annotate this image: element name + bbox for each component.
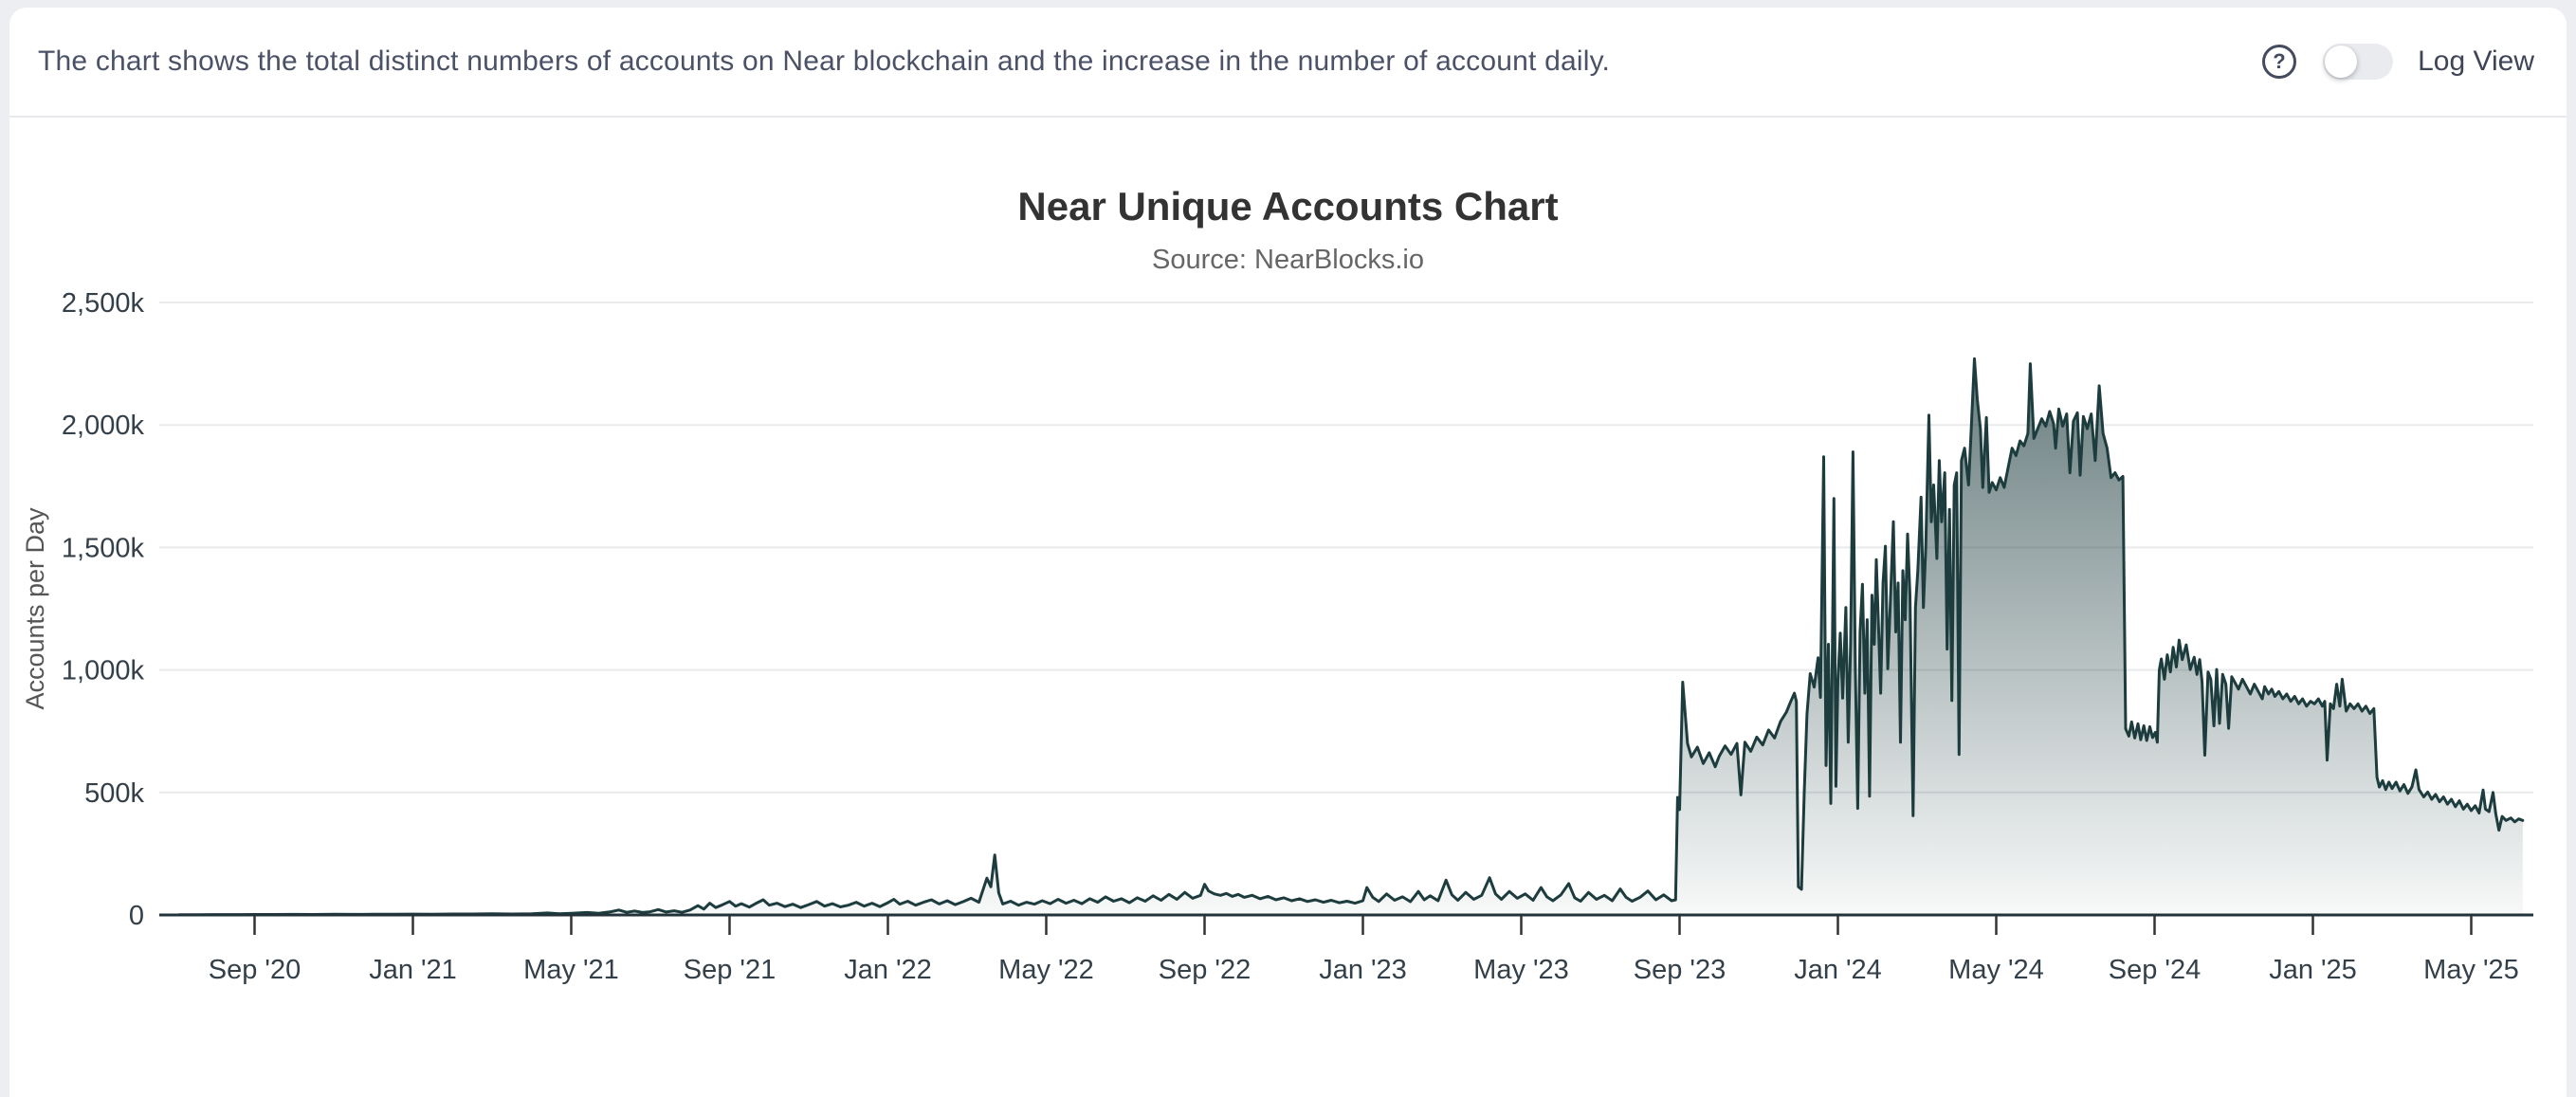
chart-plot-area[interactable]: 0 500k 1,000k 1,500k 2,000k 2,500k Sep '20 Jan …	[9, 118, 2567, 1097]
header-bar: The chart shows the total distinct numbe…	[9, 8, 2567, 118]
x-axis-tick-label: May '23	[1473, 955, 1569, 985]
y-axis-title: Accounts per Day	[21, 507, 49, 710]
y-axis-tick-label: 2,500k	[62, 288, 145, 319]
chart-card: 0 500k 1,000k 1,500k 2,000k 2,500k Sep '20 Jan …	[9, 118, 2567, 1097]
log-view-label: Log View	[2418, 46, 2534, 77]
axis-layer: 0 500k 1,000k 1,500k 2,000k 2,500k Sep '20 Jan …	[62, 288, 2533, 985]
toggle-knob	[2325, 46, 2358, 78]
chart-subtitle: Source: NearBlocks.io	[1152, 245, 1424, 275]
x-axis-tick-label: Jan '22	[844, 955, 932, 985]
x-axis-tick-label: Sep '22	[1159, 955, 1251, 985]
x-axis-tick-label: Jan '21	[369, 955, 457, 985]
x-axis-tick-label: May '21	[523, 955, 619, 985]
x-axis-tick-label: Sep '24	[2109, 955, 2201, 985]
x-axis-tick-label: May '25	[2423, 955, 2519, 985]
help-icon[interactable]: ?	[2260, 43, 2298, 81]
y-axis-tick-label: 0	[129, 901, 144, 931]
svg-text:?: ?	[2273, 49, 2285, 73]
x-axis-tick-label: Jan '24	[1794, 955, 1882, 985]
y-axis-tick-label: 1,500k	[62, 533, 145, 563]
header-controls: ? Log View	[2260, 43, 2534, 81]
chart-title: Near Unique Accounts Chart	[1017, 184, 1559, 229]
y-axis-tick-label: 500k	[84, 778, 144, 809]
x-axis-tick-label: May '24	[1948, 955, 2044, 985]
x-axis-tick-label: May '22	[998, 955, 1094, 985]
x-axis-tick-label: Sep '23	[1634, 955, 1726, 985]
log-view-toggle[interactable]	[2323, 44, 2394, 80]
y-axis-tick-label: 2,000k	[62, 411, 145, 441]
chart-description: The chart shows the total distinct numbe…	[38, 46, 1611, 77]
series-line	[177, 357, 2525, 917]
x-axis-tick-label: Jan '23	[1319, 955, 1407, 985]
series-layer	[177, 357, 2525, 917]
y-axis-tick-label: 1,000k	[62, 656, 145, 686]
x-axis-tick-label: Sep '21	[684, 955, 776, 985]
x-axis-tick-label: Sep '20	[209, 955, 301, 985]
series-area	[179, 358, 2523, 915]
x-axis-tick-label: Jan '25	[2269, 955, 2357, 985]
